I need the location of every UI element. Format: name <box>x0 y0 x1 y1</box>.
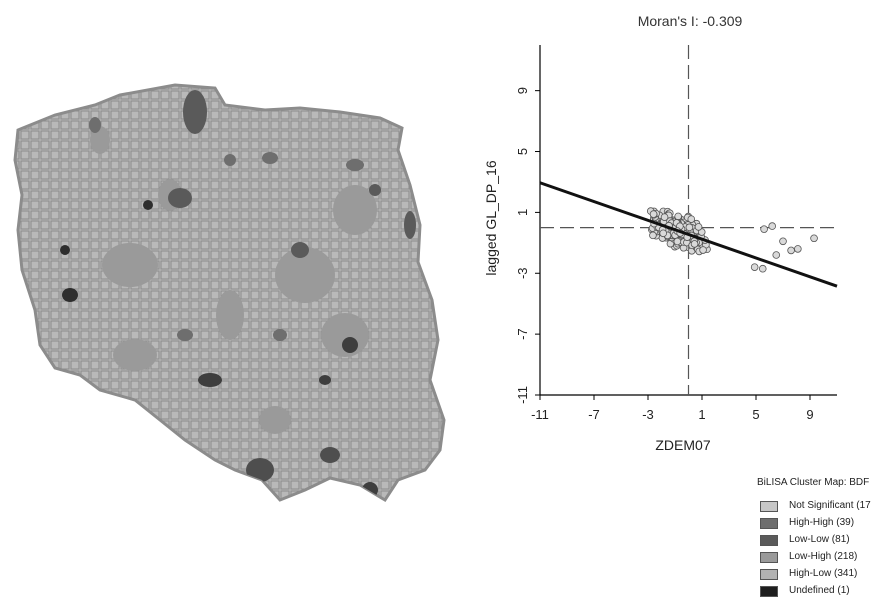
scatter-point <box>649 210 658 218</box>
scatter-point <box>787 246 795 255</box>
low-low-cluster <box>183 90 207 134</box>
scatter-point <box>794 245 802 253</box>
scatter-points <box>646 207 818 273</box>
x-tick-label: 9 <box>806 407 813 422</box>
y-tick-label: 5 <box>515 148 530 155</box>
low-low-cluster <box>346 159 364 171</box>
legend: BiLISA Cluster Map: BDF Not Significant … <box>750 474 887 601</box>
low-low-cluster <box>62 288 78 302</box>
scatter-point <box>699 246 707 254</box>
scatter-point <box>758 264 767 273</box>
scatter-point <box>694 223 703 231</box>
low-low-cluster <box>262 152 278 164</box>
low-low-cluster <box>198 373 222 387</box>
scatter-point <box>779 237 787 246</box>
scatter-point <box>810 234 818 243</box>
y-tick-label: 1 <box>515 209 530 216</box>
y-tick-label: -3 <box>515 267 530 279</box>
low-high-cluster <box>216 290 244 340</box>
low-low-cluster <box>291 242 309 258</box>
low-low-cluster <box>342 337 358 353</box>
scatter-point <box>685 223 694 232</box>
x-tick-label: 1 <box>698 407 705 422</box>
regression-line <box>539 181 838 288</box>
scatter-point <box>660 213 669 221</box>
x-tick-label: 5 <box>752 407 759 422</box>
legend-label: High-High (39) <box>789 517 855 528</box>
y-axis-ticks: -11 -7 -3 1 5 9 <box>515 87 540 404</box>
scatter-point <box>674 212 682 221</box>
moran-scatter-plot: Moran's I: -0.309 lagged GL_DP_16 ZDEM07… <box>483 13 838 453</box>
low-low-cluster <box>319 375 331 385</box>
cluster-patches <box>60 90 416 498</box>
low-low-cluster <box>369 184 381 196</box>
low-low-cluster <box>246 458 274 482</box>
low-low-cluster <box>143 200 153 210</box>
x-tick-label: -7 <box>588 407 600 422</box>
x-tick-label: -11 <box>531 407 549 422</box>
low-high-cluster <box>113 339 157 371</box>
low-high-cluster <box>259 406 291 434</box>
x-axis-label: ZDEM07 <box>655 437 710 453</box>
scatter-point <box>673 237 682 246</box>
low-high-cluster <box>102 243 158 287</box>
low-high-cluster <box>333 185 377 235</box>
legend-swatch <box>760 552 778 563</box>
scatter-point <box>687 215 696 223</box>
low-low-cluster <box>404 211 416 239</box>
legend-swatch <box>760 535 778 546</box>
scatter-point <box>768 222 777 230</box>
legend-label: Low-High (218) <box>789 551 858 562</box>
scatter-point <box>649 231 657 240</box>
scatter-point <box>690 240 699 248</box>
chart-title: Moran's I: -0.309 <box>638 13 743 29</box>
low-low-cluster <box>168 188 192 208</box>
legend-label: Undefined (1) <box>789 585 850 596</box>
legend-title: BiLISA Cluster Map: BDF <box>757 477 870 488</box>
high-high-cluster <box>273 329 287 341</box>
x-axis-ticks: -11 -7 -3 1 5 9 <box>531 395 814 422</box>
legend-label: Not Significant (17 <box>789 500 871 511</box>
y-axis-label: lagged GL_DP_16 <box>483 160 499 275</box>
legend-swatch <box>760 501 778 512</box>
low-high-cluster <box>275 247 335 303</box>
scatter-point <box>659 229 668 238</box>
y-tick-label: 9 <box>515 87 530 94</box>
scatter-point <box>772 251 781 259</box>
low-low-cluster <box>60 245 70 255</box>
bilisa-cluster-map <box>13 83 446 503</box>
y-tick-label: -11 <box>515 386 530 404</box>
scatter-point <box>760 225 768 233</box>
legend-swatch <box>760 586 778 597</box>
y-tick-label: -7 <box>515 328 530 340</box>
legend-swatch <box>760 569 778 580</box>
legend-label: High-Low (341) <box>789 568 858 579</box>
scatter-point <box>750 263 759 271</box>
high-high-cluster <box>89 117 101 133</box>
high-high-cluster <box>224 154 236 166</box>
low-low-cluster <box>320 447 340 463</box>
x-tick-label: -3 <box>642 407 654 422</box>
high-high-cluster <box>177 329 193 341</box>
legend-swatch <box>760 518 778 529</box>
legend-label: Low-Low (81) <box>789 534 850 545</box>
